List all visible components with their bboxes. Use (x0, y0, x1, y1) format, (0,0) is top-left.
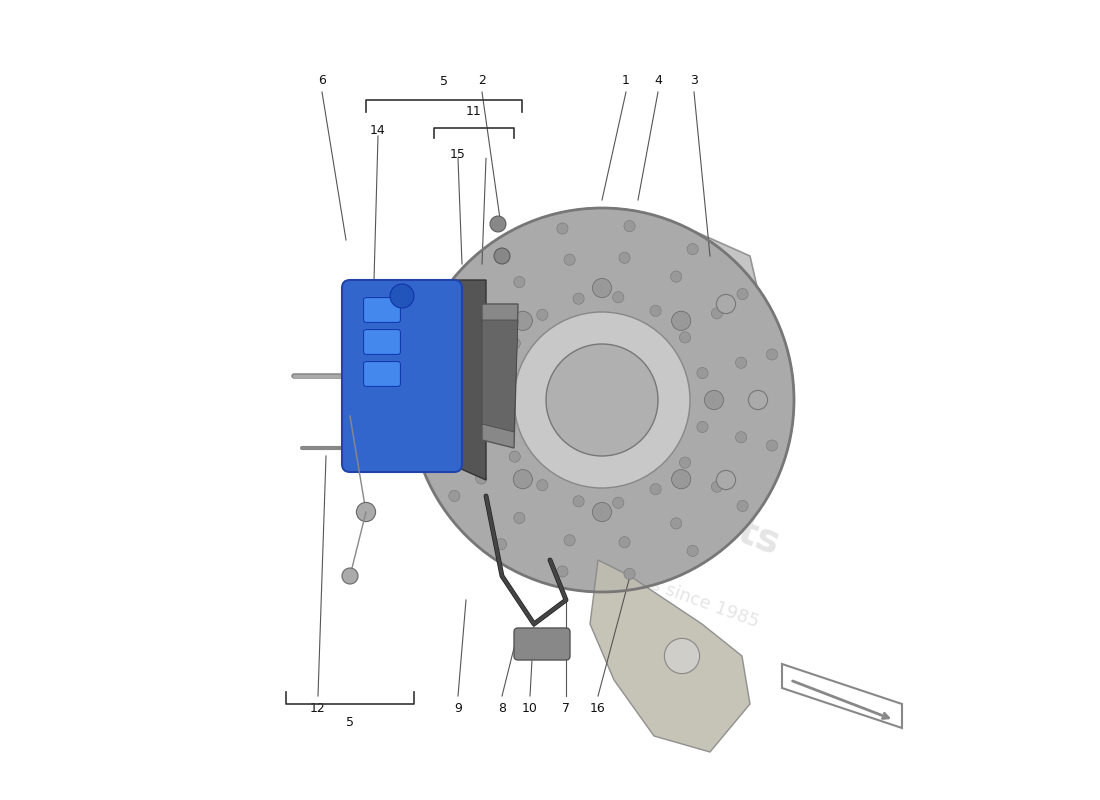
Circle shape (736, 432, 747, 443)
FancyBboxPatch shape (342, 280, 462, 472)
Circle shape (495, 538, 507, 550)
Text: 15: 15 (450, 148, 466, 161)
Circle shape (424, 361, 434, 372)
Circle shape (514, 311, 532, 330)
Circle shape (557, 223, 568, 234)
Text: 5: 5 (440, 75, 448, 88)
Circle shape (613, 497, 624, 508)
Circle shape (573, 293, 584, 304)
Circle shape (356, 502, 375, 522)
Text: 12: 12 (310, 702, 326, 714)
Circle shape (680, 332, 691, 343)
Circle shape (564, 534, 575, 546)
Circle shape (624, 568, 635, 579)
Text: 2: 2 (478, 74, 486, 86)
Circle shape (494, 374, 506, 386)
Circle shape (704, 390, 724, 410)
Text: 4: 4 (654, 74, 662, 86)
Circle shape (509, 451, 520, 462)
Circle shape (410, 208, 794, 592)
Circle shape (573, 496, 584, 507)
Polygon shape (482, 320, 518, 432)
Text: 5: 5 (346, 716, 354, 729)
Circle shape (424, 428, 434, 439)
Circle shape (767, 349, 778, 360)
Circle shape (494, 414, 506, 426)
Circle shape (475, 473, 487, 484)
Circle shape (688, 243, 698, 254)
Circle shape (671, 271, 682, 282)
Circle shape (546, 344, 658, 456)
Text: 14: 14 (370, 124, 386, 137)
Circle shape (514, 277, 525, 288)
Circle shape (697, 367, 708, 378)
Circle shape (537, 479, 548, 490)
Circle shape (624, 221, 635, 232)
Text: 9: 9 (454, 702, 462, 714)
Text: 11: 11 (466, 106, 482, 118)
Circle shape (509, 338, 520, 349)
FancyBboxPatch shape (364, 298, 400, 322)
Circle shape (712, 481, 723, 492)
Text: 8: 8 (498, 702, 506, 714)
Polygon shape (590, 560, 750, 752)
Polygon shape (450, 280, 486, 480)
Circle shape (593, 278, 612, 298)
Circle shape (650, 306, 661, 317)
Circle shape (455, 367, 466, 378)
Polygon shape (482, 304, 518, 448)
Circle shape (716, 294, 736, 314)
FancyBboxPatch shape (514, 628, 570, 660)
Circle shape (619, 537, 630, 548)
Circle shape (481, 390, 499, 410)
Circle shape (619, 252, 630, 263)
Circle shape (664, 638, 700, 674)
Text: 1: 1 (623, 74, 630, 86)
Circle shape (557, 566, 568, 577)
Circle shape (390, 284, 414, 308)
Circle shape (672, 470, 691, 489)
Circle shape (736, 357, 747, 368)
Circle shape (449, 490, 460, 502)
Polygon shape (630, 224, 774, 544)
Text: 6: 6 (318, 74, 326, 86)
Circle shape (564, 254, 575, 266)
Circle shape (737, 500, 748, 511)
Circle shape (748, 390, 768, 410)
Circle shape (650, 483, 661, 494)
Circle shape (449, 298, 460, 310)
Circle shape (494, 248, 510, 264)
Circle shape (514, 312, 690, 488)
Text: a passion for parts since 1985: a passion for parts since 1985 (498, 521, 761, 631)
Circle shape (514, 470, 532, 489)
Circle shape (495, 250, 507, 262)
FancyBboxPatch shape (364, 330, 400, 354)
Circle shape (613, 292, 624, 303)
Circle shape (475, 316, 487, 327)
Circle shape (697, 422, 708, 433)
Circle shape (737, 289, 748, 300)
Circle shape (680, 457, 691, 468)
Text: 16: 16 (590, 702, 606, 714)
Circle shape (593, 502, 612, 522)
Circle shape (767, 440, 778, 451)
Circle shape (342, 568, 358, 584)
Text: 3: 3 (690, 74, 697, 86)
Text: eurocarparts: eurocarparts (507, 430, 785, 562)
Circle shape (514, 512, 525, 523)
Text: 7: 7 (562, 702, 570, 714)
Circle shape (490, 216, 506, 232)
Circle shape (712, 308, 723, 319)
Circle shape (671, 518, 682, 529)
FancyBboxPatch shape (364, 362, 400, 386)
Circle shape (716, 470, 736, 490)
Circle shape (537, 310, 548, 321)
Text: 10: 10 (522, 702, 538, 714)
Circle shape (688, 546, 698, 557)
Circle shape (455, 422, 466, 433)
Circle shape (672, 311, 691, 330)
